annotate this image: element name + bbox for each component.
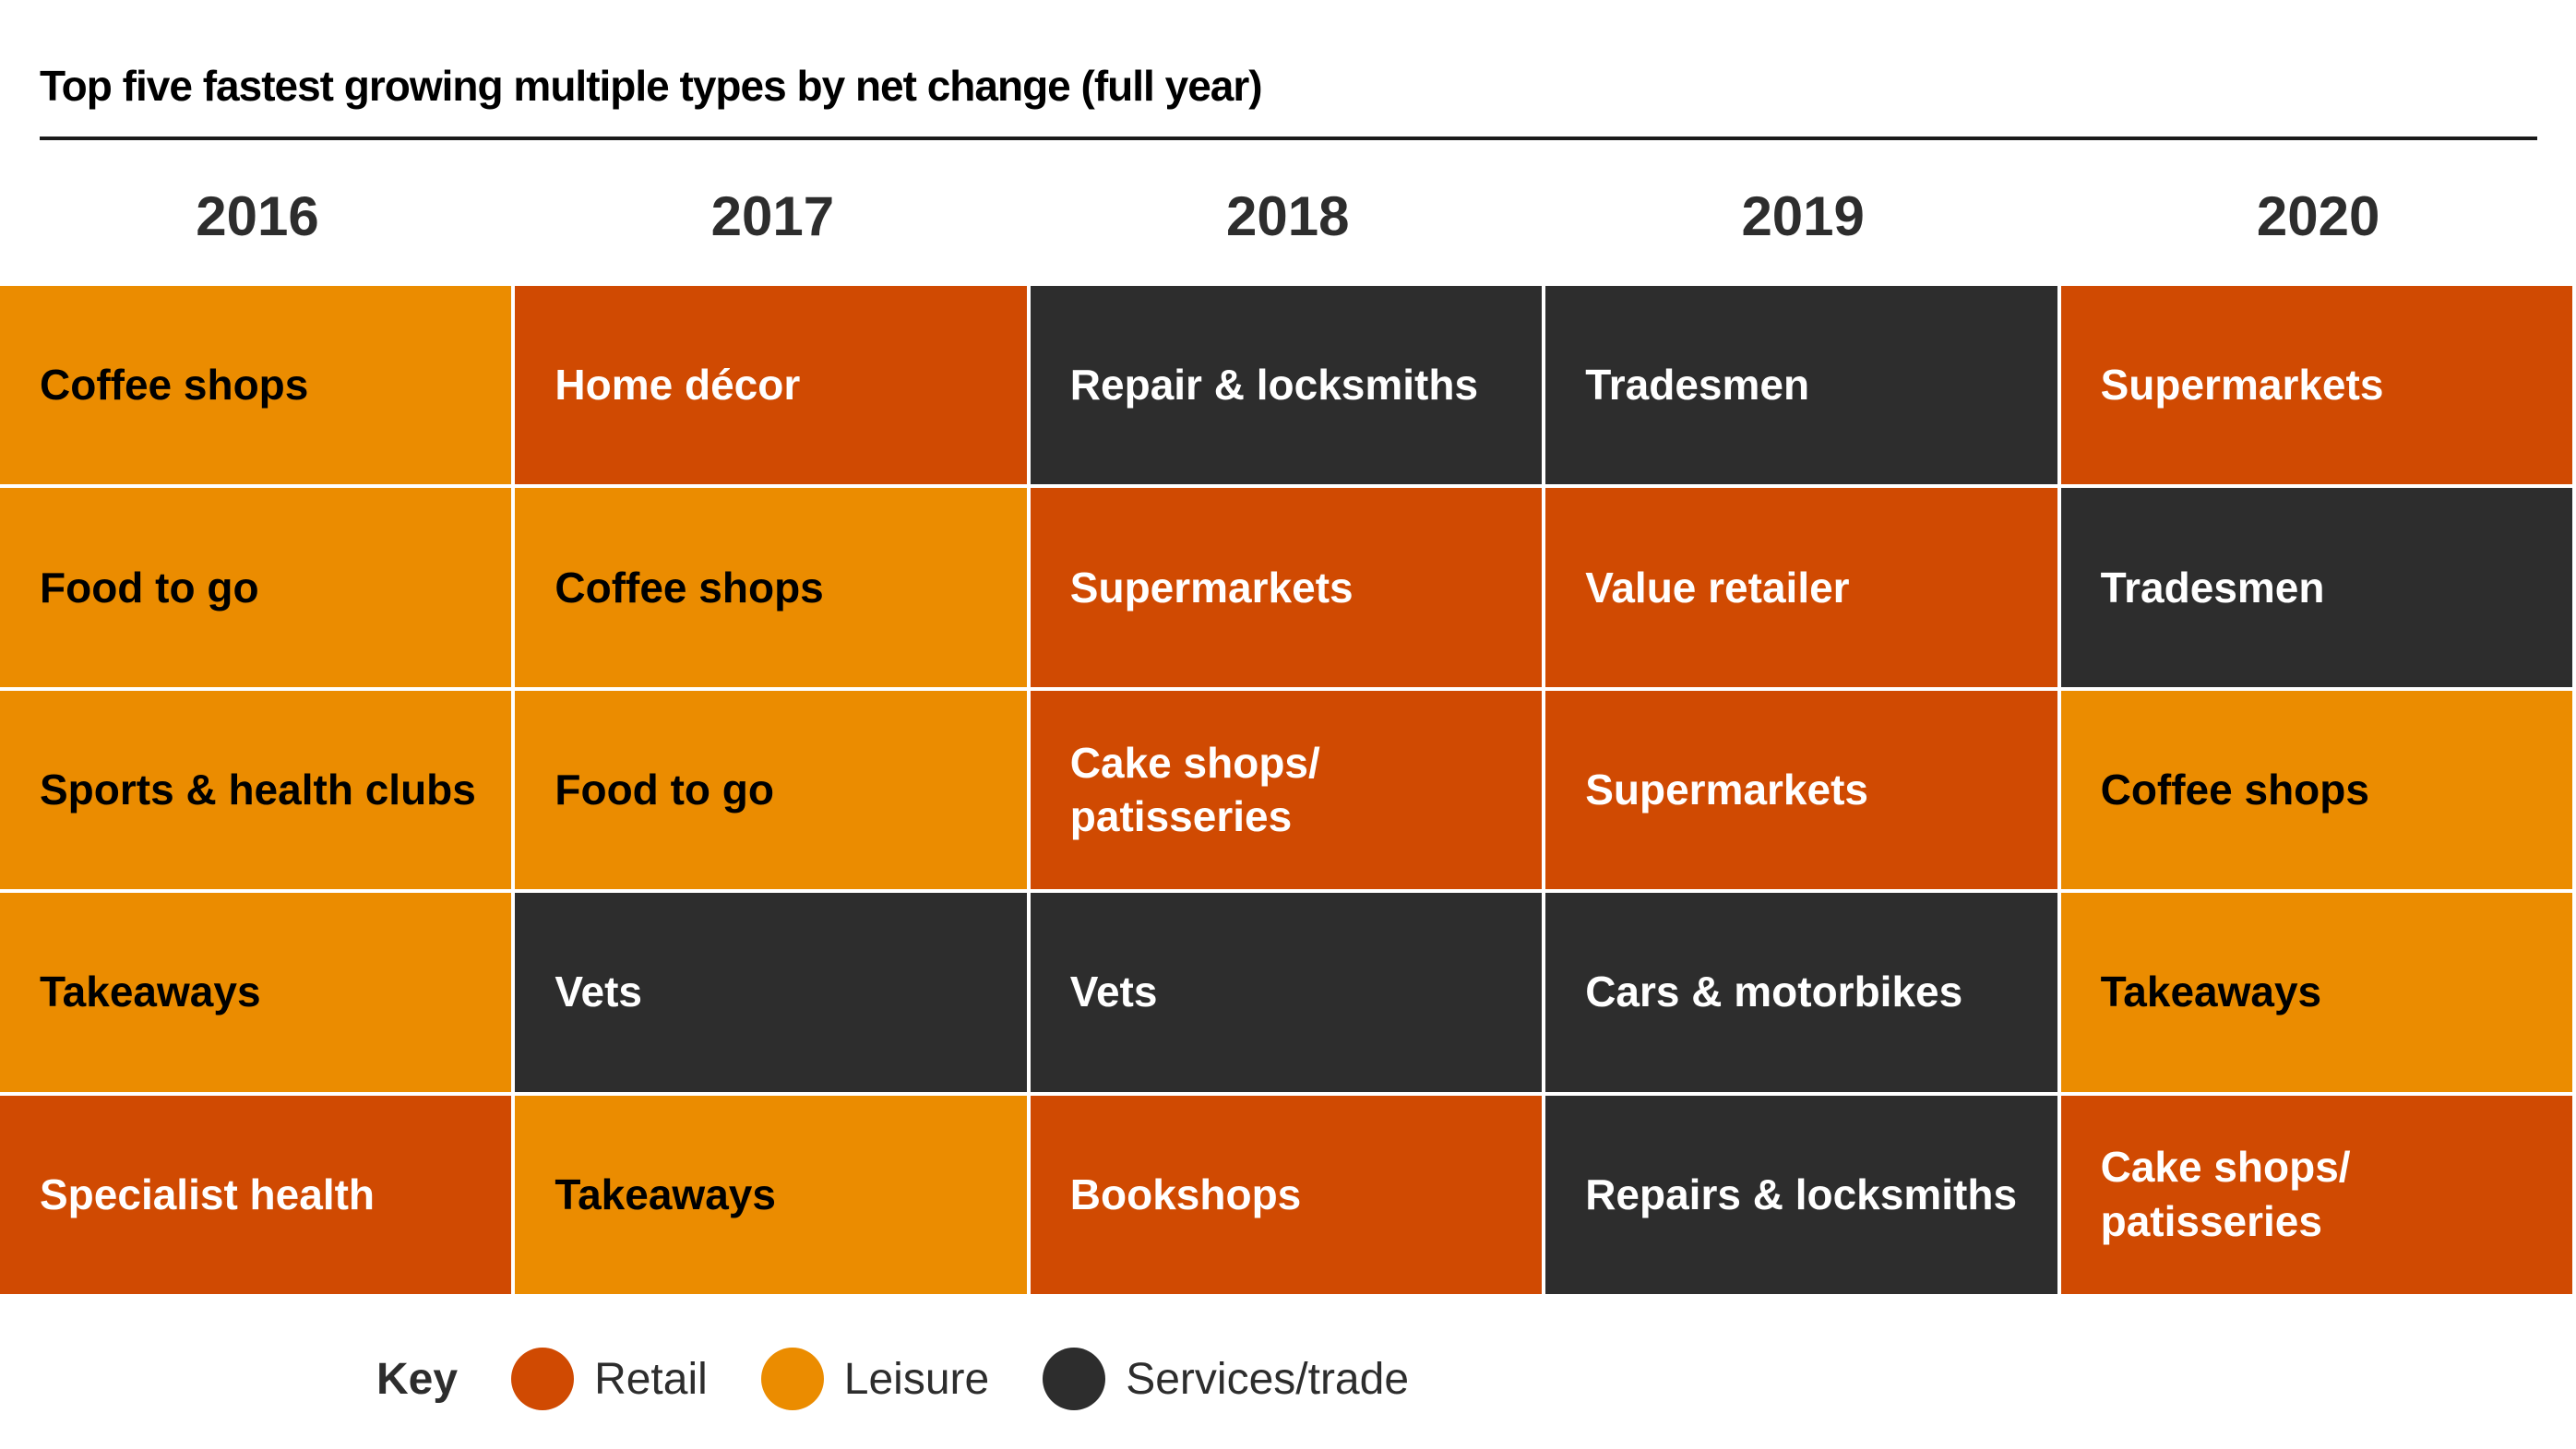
cell-label: Sports & health clubs: [40, 766, 476, 814]
table-cell: Value retailer: [1545, 488, 2057, 687]
legend-swatch: [760, 1348, 824, 1410]
year-header: 2020: [2256, 185, 2380, 247]
table-cell: Coffee shops: [515, 488, 1027, 687]
table-cell: Takeaways: [0, 893, 512, 1092]
cell-label: Takeaways: [40, 968, 261, 1016]
legend-swatch: [1043, 1348, 1106, 1410]
legend-item: Retail: [511, 1348, 708, 1410]
cell-label: Takeaways: [555, 1170, 776, 1218]
table-cell: Supermarkets: [1030, 488, 1543, 687]
table-cell: Supermarkets: [2060, 286, 2572, 485]
table-cell: Repair & locksmiths: [1030, 286, 1543, 485]
table-cell: Takeaways: [2060, 893, 2572, 1092]
cell-label: Food to go: [555, 766, 774, 814]
cell-label: Cake shops/ patisseries: [1069, 738, 1320, 841]
legend-entry-label: Retail: [594, 1354, 708, 1404]
table-cell: Sports & health clubs: [0, 690, 512, 890]
cell-label: Vets: [555, 968, 643, 1016]
title-divider: [40, 137, 2537, 140]
table-cell: Vets: [515, 893, 1027, 1092]
table-cell: Cars & motorbikes: [1545, 893, 2057, 1092]
cell-label: Value retailer: [1585, 563, 1850, 612]
table-cell: Specialist health: [0, 1095, 512, 1294]
legend-swatch: [511, 1348, 575, 1410]
cell-label: Tradesmen: [2100, 563, 2325, 612]
cell-label: Cake shops/ patisseries: [2100, 1143, 2351, 1246]
table-cell: Food to go: [0, 488, 512, 687]
cell-label: Supermarkets: [1585, 766, 1869, 814]
table-cell: Takeaways: [515, 1095, 1027, 1294]
chart-title: Top five fastest growing multiple types …: [40, 62, 1263, 110]
legend-entry-label: Leisure: [843, 1354, 990, 1404]
year-header: 2016: [196, 185, 319, 247]
table-cell: Bookshops: [1030, 1095, 1543, 1294]
cell-label: Supermarkets: [2100, 361, 2384, 410]
table-cell: Coffee shops: [0, 286, 512, 485]
table-cell: Cake shops/ patisseries: [2060, 1095, 2572, 1294]
year-header: 2018: [1226, 185, 1350, 247]
table-cell: Tradesmen: [2060, 488, 2572, 687]
legend-item: Services/trade: [1043, 1348, 1409, 1410]
table-cell: Tradesmen: [1545, 286, 2057, 485]
legend-entry-label: Services/trade: [1126, 1354, 1410, 1404]
table-cell: Vets: [1030, 893, 1543, 1092]
table-cell: Food to go: [515, 690, 1027, 890]
cell-label: Coffee shops: [555, 563, 824, 612]
legend: Key Retail Leisure Services/trade: [376, 1347, 1462, 1411]
cell-label: Coffee shops: [2100, 766, 2369, 814]
cell-label: Repair & locksmiths: [1069, 361, 1479, 410]
cell-label: Home décor: [555, 361, 801, 410]
legend-label: Key: [376, 1354, 459, 1404]
cell-label: Tradesmen: [1585, 361, 1810, 410]
cell-label: Repairs & locksmiths: [1585, 1170, 2018, 1218]
table-cell: Home décor: [515, 286, 1027, 485]
cell-label: Cars & motorbikes: [1585, 968, 1963, 1016]
cell-label: Takeaways: [2100, 968, 2322, 1016]
legend-item: Leisure: [760, 1348, 990, 1410]
table-cell: Supermarkets: [1545, 690, 2057, 890]
cell-label: Vets: [1069, 968, 1158, 1016]
table-cell: Cake shops/ patisseries: [1030, 690, 1543, 890]
cell-label: Food to go: [40, 563, 259, 612]
cell-label: Bookshops: [1069, 1170, 1302, 1218]
table-cell: Coffee shops: [2060, 690, 2572, 890]
cell-label: Coffee shops: [40, 361, 309, 410]
cell-label: Supermarkets: [1069, 563, 1354, 612]
cell-label: Specialist health: [40, 1170, 376, 1218]
year-header: 2019: [1741, 185, 1865, 247]
year-header: 2017: [710, 185, 835, 247]
table-cell: Repairs & locksmiths: [1545, 1095, 2057, 1294]
